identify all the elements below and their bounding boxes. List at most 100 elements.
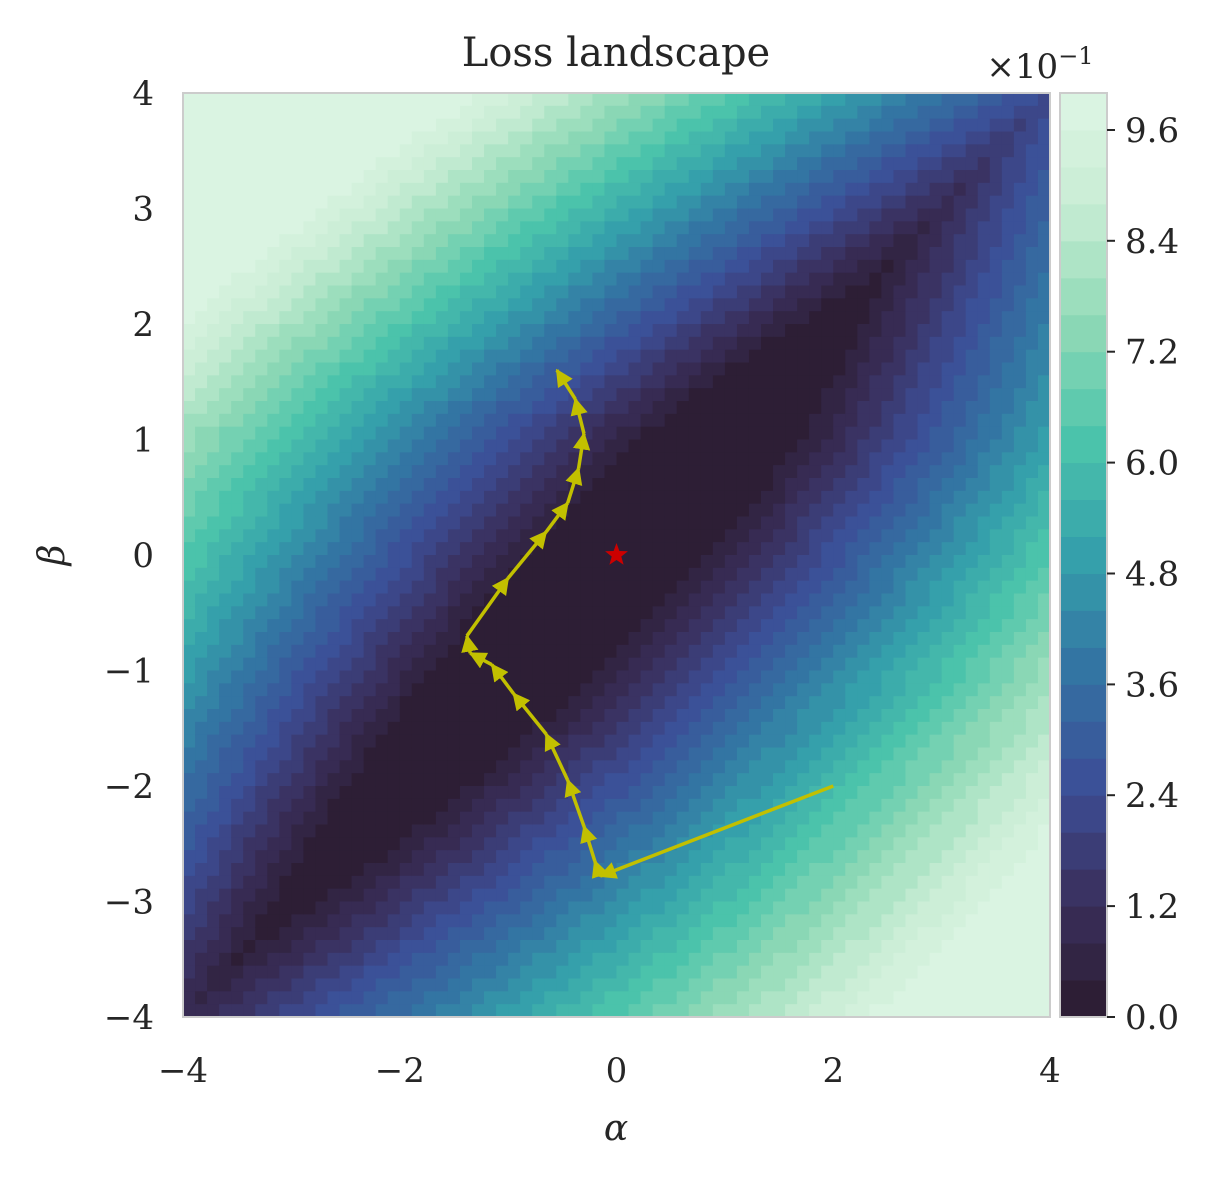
contour-cell [556,336,569,351]
contour-cell [556,786,569,800]
contour-cell [508,811,521,826]
contour-cell [315,786,329,800]
contour-cell [568,875,581,890]
contour-cell [568,516,581,530]
contour-cell [640,657,654,672]
contour-cell [724,413,738,428]
contour-cell [532,516,545,530]
contour-cell [724,349,738,364]
contour-cell [508,914,521,928]
contour-cell [279,837,292,851]
contour-cell [640,349,654,364]
contour-cell [616,593,630,607]
contour-cell [688,1004,702,1017]
contour-cell [797,978,810,992]
contour-cell [809,606,822,620]
contour-cell [833,632,846,646]
contour-cell [869,157,883,171]
contour-cell [736,670,750,684]
contour-cell [375,580,389,595]
contour-cell [363,542,377,556]
contour-cell [544,863,557,877]
contour-cell [1013,131,1027,145]
contour-cell [195,516,208,530]
contour-cell [580,850,594,864]
contour-cell [1013,362,1027,376]
contour-cell [809,182,822,197]
contour-cell [399,259,413,274]
contour-cell [447,798,461,813]
contour-cell [869,221,883,235]
contour-cell [435,811,449,826]
contour-cell [797,413,810,428]
contour-cell [219,375,232,389]
contour-cell [303,529,317,543]
contour-cell [255,272,268,287]
contour-cell [917,118,931,133]
contour-cell [315,952,329,967]
contour-cell [544,324,557,338]
contour-cell [472,401,485,415]
contour-cell [797,247,810,261]
contour-cell [544,375,557,389]
contour-cell [592,965,606,980]
contour-cell [520,375,533,389]
contour-cell [857,593,870,607]
contour-cell [809,734,822,749]
contour-cell [797,606,810,620]
contour-cell [604,991,618,1005]
contour-cell [592,696,606,710]
contour-cell [327,991,341,1005]
contour-cell [640,721,654,736]
contour-cell [845,657,858,672]
contour-cell [459,567,473,582]
contour-cell [472,786,485,800]
contour-cell [857,644,870,659]
contour-cell [821,927,834,941]
contour-cell [243,619,256,633]
contour-cell [761,606,774,620]
contour-cell [712,709,726,723]
contour-cell [869,413,883,428]
contour-cell [496,888,509,903]
contour-cell [869,811,883,826]
contour-cell [929,426,943,441]
contour-cell [893,529,907,543]
contour-cell [797,914,810,928]
contour-cell [797,336,810,351]
contour-cell [484,760,497,774]
contour-cell [652,991,666,1005]
contour-cell [748,221,762,235]
contour-cell [845,529,858,543]
contour-cell [857,760,870,774]
contour-cell [267,349,280,364]
contour-cell [195,542,208,556]
contour-cell [712,965,726,980]
contour-cell [724,170,738,184]
contour-cell [688,272,702,287]
contour-cell [869,401,883,415]
contour-cell [688,901,702,915]
contour-cell [616,580,630,595]
contour-cell [797,709,810,723]
contour-cell [423,426,437,441]
contour-cell [399,478,413,492]
contour-cell [544,978,557,992]
contour-cell [183,401,196,415]
contour-cell [327,747,341,761]
contour-cell [459,439,473,453]
contour-cell [809,105,822,120]
contour-cell [785,401,798,415]
contour-cell [1001,182,1015,197]
contour-cell [459,927,473,941]
contour-cell [255,234,268,248]
contour-cell [447,144,461,158]
contour-cell [351,644,365,659]
contour-cell [508,940,521,954]
contour-cell [351,606,365,620]
contour-cell [447,670,461,684]
contour-cell [195,914,208,928]
contour-cell [267,773,280,787]
contour-cell [291,426,305,441]
contour-cell [556,863,569,877]
